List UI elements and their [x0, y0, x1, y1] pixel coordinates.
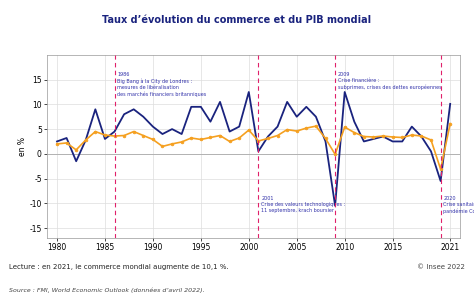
- Text: © Insee 2022: © Insee 2022: [417, 264, 465, 270]
- Y-axis label: en %: en %: [18, 137, 27, 156]
- Text: 1986
Big Bang à la City de Londres :
mesures de libéralisation
des marchés finan: 1986 Big Bang à la City de Londres : mes…: [118, 72, 207, 97]
- Text: Taux d’évolution du commerce et du PIB mondial: Taux d’évolution du commerce et du PIB m…: [102, 15, 372, 25]
- Text: 2020
Crise sanitaire :
pandémie Covid-19: 2020 Crise sanitaire : pandémie Covid-19: [444, 196, 474, 214]
- Text: Lecture : en 2021, le commerce mondial augmente de 10,1 %.: Lecture : en 2021, le commerce mondial a…: [9, 264, 229, 270]
- Text: 2001
Crise des valeurs technologiques :
11 septembre, krach boursier: 2001 Crise des valeurs technologiques : …: [261, 196, 346, 213]
- Text: Source : FMI, World Economic Outlook (données d’avril 2022).: Source : FMI, World Economic Outlook (do…: [9, 287, 205, 293]
- Text: 2009
Crise financière :
subprimes, crises des dettes européennes: 2009 Crise financière : subprimes, crise…: [338, 72, 442, 90]
